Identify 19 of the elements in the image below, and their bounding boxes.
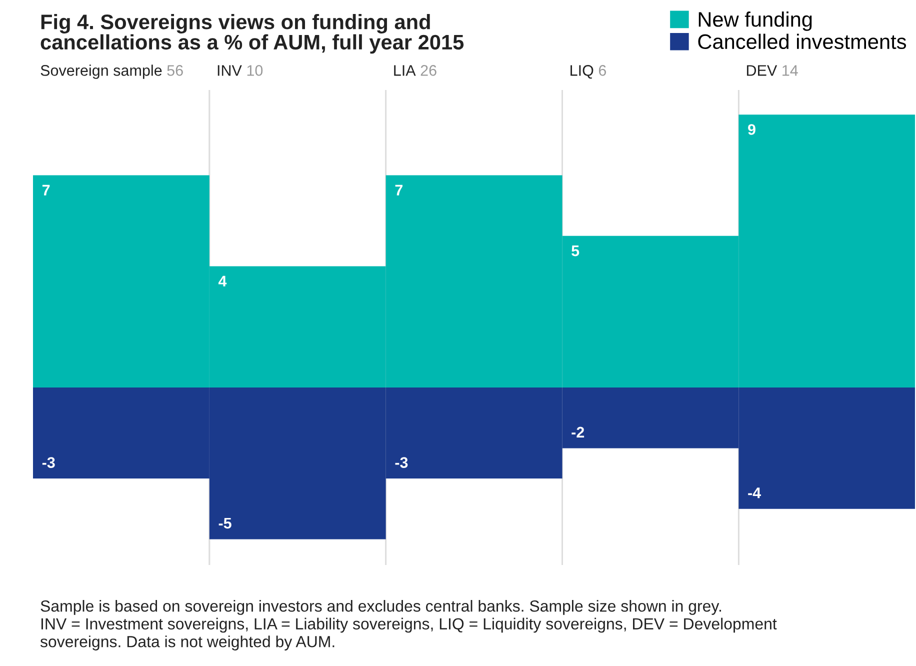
x-tick-label: LIA 26 — [394, 65, 436, 76]
data-label: -3 — [42, 457, 55, 468]
data-label: 7 — [395, 184, 402, 196]
text: Sample is based on sovereign investors and excludes central banks. Sample size shown in grey. INV = Investment sovereigns, LIA = Liability sovereigns, LIQ = Liquidity sovereigns, DEV = Development sovereigns. Data is not weighted by AUM. — [40, 600, 777, 650]
data-label: -4 — [748, 488, 761, 498]
data-label: 4 — [218, 276, 227, 286]
x-tick-label: INV 10 — [218, 65, 263, 76]
data-label: -2 — [572, 426, 584, 438]
data-label: -5 — [218, 518, 232, 529]
legend-label: New funding — [698, 12, 812, 31]
data-label: 5 — [572, 246, 580, 256]
chart-title: Fig 4. Sovereigns views on funding and cancellations as a % of AUM, full year 2015 — [40, 14, 464, 54]
legend-label: Cancelled investments — [698, 34, 906, 50]
x-tick-label: DEV 14 — [746, 65, 798, 76]
data-label: -3 — [395, 457, 408, 468]
data-label: 7 — [42, 184, 50, 196]
data-label: 9 — [748, 124, 756, 135]
x-tick-label: Sovereign sample 56 — [40, 64, 183, 79]
x-tick-label: LIQ 6 — [570, 65, 606, 79]
